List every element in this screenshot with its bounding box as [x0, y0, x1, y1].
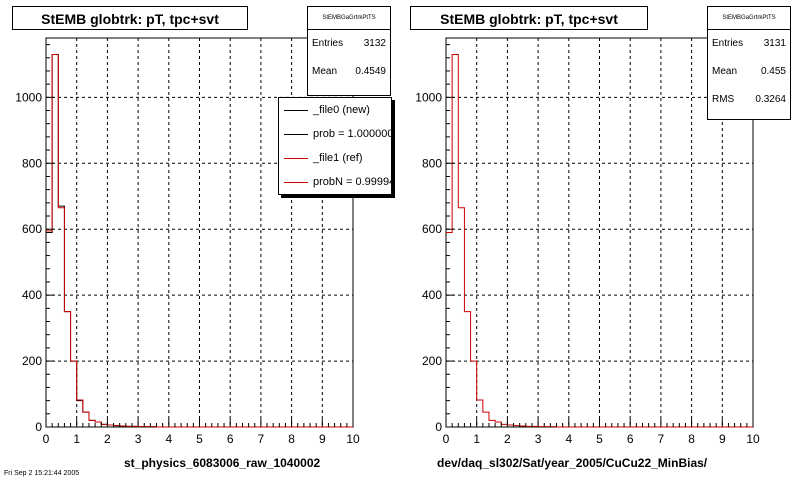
x-tick-label: 10	[346, 432, 360, 446]
x-tick-label: 2	[104, 432, 111, 446]
x-tick-label: 6	[627, 432, 634, 446]
x-tick-label: 9	[319, 432, 326, 446]
stats-label: Mean	[712, 66, 738, 77]
x-tick-label: 4	[165, 432, 172, 446]
x-tick-label: 6	[227, 432, 234, 446]
x-tick-label: 1	[73, 432, 80, 446]
chart-title-right: StEMB globtrk: pT, tpc+svt	[410, 6, 648, 30]
x-tick-label: 4	[565, 432, 572, 446]
x-tick-label: 8	[288, 432, 295, 446]
y-tick-label: 1000	[415, 90, 442, 104]
x-tick-label: 7	[258, 432, 265, 446]
legend-swatch	[284, 158, 308, 159]
stats-header: StEMBGaGrtrkPtTS	[708, 7, 790, 30]
legend-entry-file1: _file1 (ref)	[279, 146, 391, 170]
x-tick-label: 5	[196, 432, 203, 446]
legend-label: prob = 1.000000	[313, 128, 392, 140]
x-tick-label: 3	[535, 432, 542, 446]
y-tick-label: 400	[422, 288, 442, 302]
stats-value: 0.4549	[355, 66, 386, 77]
x-axis-title-left: st_physics_6083006_raw_1040002	[124, 456, 321, 470]
stats-value: 0.455	[760, 66, 786, 77]
x-tick-label: 5	[596, 432, 603, 446]
stats-label: Mean	[312, 66, 338, 77]
y-tick-label: 800	[422, 156, 442, 170]
legend-entry-probn: probN = 0.99994	[279, 170, 391, 194]
y-tick-label: 0	[435, 420, 442, 434]
legend-label: _file1 (ref)	[313, 152, 363, 164]
x-tick-label: 2	[504, 432, 511, 446]
x-tick-label: 9	[719, 432, 726, 446]
y-tick-label: 600	[422, 222, 442, 236]
legend-label: probN = 0.99994	[313, 176, 392, 188]
stats-row-entries: Entries 3131	[708, 30, 790, 58]
stats-row-mean: Mean 0.455	[708, 58, 790, 86]
x-tick-label: 0	[443, 432, 450, 446]
stats-box-left: StEMBGaGrtrkPtTS Entries 3132 Mean 0.454…	[307, 6, 391, 96]
chart-title-left: StEMB globtrk: pT, tpc+svt	[12, 6, 248, 30]
stats-value: 3131	[763, 38, 786, 49]
x-tick-label: 3	[135, 432, 142, 446]
legend-label: _file0 (new)	[313, 104, 370, 116]
legend-swatch	[284, 182, 308, 183]
stats-row-entries: Entries 3132	[308, 30, 390, 58]
x-tick-label: 7	[658, 432, 665, 446]
stats-value: 3132	[363, 38, 386, 49]
stats-row-rms: RMS 0.3264	[708, 86, 790, 114]
y-tick-label: 600	[22, 222, 42, 236]
stats-label: Entries	[712, 38, 744, 49]
x-tick-label: 1	[473, 432, 480, 446]
stats-header: StEMBGaGrtrkPtTS	[308, 7, 390, 30]
x-tick-label: 8	[688, 432, 695, 446]
x-axis-title-right: dev/daq_sl302/Sat/year_2005/CuCu22_MinBi…	[437, 456, 708, 470]
y-tick-label: 400	[22, 288, 42, 302]
x-tick-label: 10	[746, 432, 760, 446]
stats-label: Entries	[312, 38, 344, 49]
y-tick-label: 200	[22, 354, 42, 368]
legend-swatch	[284, 134, 308, 135]
stats-row-mean: Mean 0.4549	[308, 58, 390, 86]
legend-swatch	[284, 110, 308, 111]
y-tick-label: 0	[35, 420, 42, 434]
y-tick-label: 1000	[15, 90, 42, 104]
legend-entry-file0: _file0 (new)	[279, 98, 391, 122]
legend-entry-prob: prob = 1.000000	[279, 122, 391, 146]
timestamp-footer: Fri Sep 2 15:21:44 2005	[4, 470, 80, 477]
x-tick-label: 0	[43, 432, 50, 446]
stats-box-right: StEMBGaGrtrkPtTS Entries 3131 Mean 0.455…	[707, 6, 791, 120]
stats-value: 0.3264	[755, 94, 786, 105]
y-tick-label: 200	[422, 354, 442, 368]
stats-label: RMS	[712, 94, 735, 105]
legend-box: _file0 (new) prob = 1.000000 _file1 (ref…	[278, 97, 392, 195]
y-tick-label: 800	[22, 156, 42, 170]
